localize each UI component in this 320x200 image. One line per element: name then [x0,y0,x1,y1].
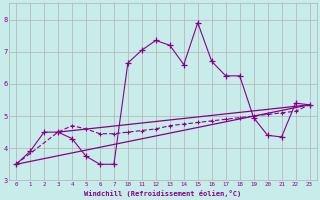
X-axis label: Windchill (Refroidissement éolien,°C): Windchill (Refroidissement éolien,°C) [84,190,242,197]
